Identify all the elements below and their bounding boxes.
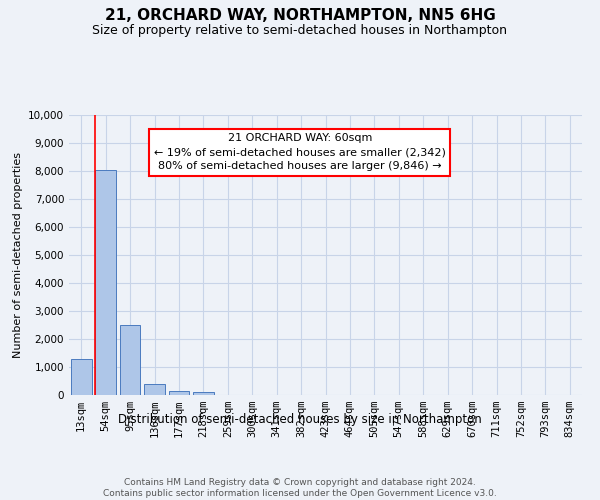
Text: 21, ORCHARD WAY, NORTHAMPTON, NN5 6HG: 21, ORCHARD WAY, NORTHAMPTON, NN5 6HG [104, 8, 496, 22]
Bar [144, 384, 165, 395]
Bar [71, 358, 92, 395]
Text: Size of property relative to semi-detached houses in Northampton: Size of property relative to semi-detach… [92, 24, 508, 37]
Bar [95, 170, 116, 395]
Bar [169, 390, 190, 395]
Text: Contains HM Land Registry data © Crown copyright and database right 2024.
Contai: Contains HM Land Registry data © Crown c… [103, 478, 497, 498]
Bar [119, 325, 140, 395]
Y-axis label: Number of semi-detached properties: Number of semi-detached properties [13, 152, 23, 358]
Text: 21 ORCHARD WAY: 60sqm
← 19% of semi-detached houses are smaller (2,342)
80% of s: 21 ORCHARD WAY: 60sqm ← 19% of semi-deta… [154, 133, 446, 171]
Text: Distribution of semi-detached houses by size in Northampton: Distribution of semi-detached houses by … [118, 412, 482, 426]
Bar [193, 392, 214, 395]
